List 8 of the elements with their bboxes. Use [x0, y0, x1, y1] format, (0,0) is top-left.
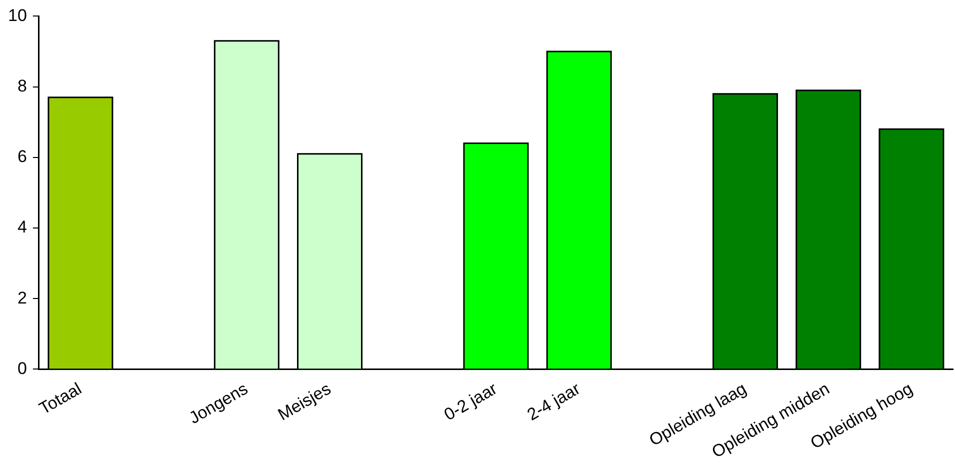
y-tick-label: 4 — [17, 218, 27, 237]
y-tick-label: 6 — [17, 147, 27, 166]
x-tick-label: 2-4 jaar — [524, 378, 584, 424]
y-tick-label: 2 — [17, 288, 27, 308]
x-tick-label: 0-2 jaar — [440, 378, 501, 424]
y-tick-label: 10 — [8, 6, 27, 25]
y-tick-label: 8 — [17, 76, 27, 96]
y-tick-label: 0 — [17, 358, 27, 378]
